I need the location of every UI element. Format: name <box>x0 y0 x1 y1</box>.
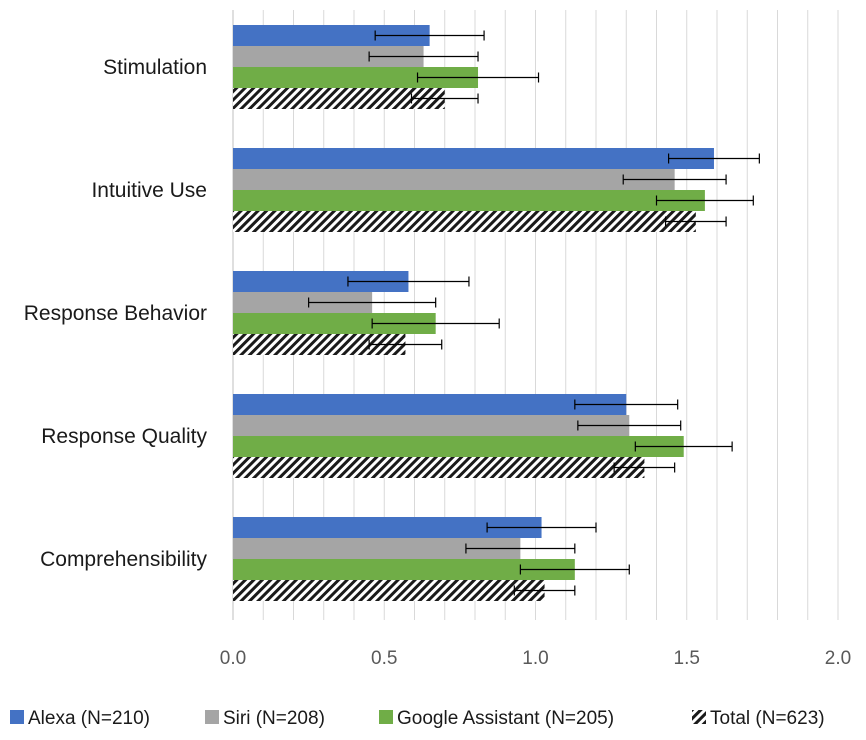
bar-siri-intuitive-use <box>233 169 675 190</box>
x-tick-label: 1.0 <box>522 648 548 669</box>
error-bar <box>634 441 733 452</box>
error-bar <box>667 153 760 164</box>
legend-item: Siri (N=208) <box>205 708 325 729</box>
error-bar <box>347 276 470 287</box>
bar-total-stimulation <box>233 88 445 109</box>
bar-alexa-intuitive-use <box>233 148 714 169</box>
error-bar <box>513 585 576 596</box>
bar-alexa-stimulation <box>233 25 430 46</box>
category-labels: Stimulation Intuitive Use Response Behavio… <box>24 56 208 571</box>
legend-swatch <box>379 710 393 724</box>
bar-alexa-response-quality <box>233 394 627 415</box>
bar-total-response-quality <box>233 457 645 478</box>
bar-google-response-quality <box>233 436 684 457</box>
error-bar <box>574 399 679 410</box>
error-bar <box>613 462 676 473</box>
error-bar <box>374 30 485 41</box>
legend-label: Siri (N=208) <box>223 708 325 729</box>
bar-total-response-behavior <box>233 334 406 355</box>
error-bar <box>416 72 540 83</box>
bar-siri-stimulation <box>233 46 424 67</box>
legend-item: Alexa (N=210) <box>10 708 150 729</box>
error-bars <box>308 30 760 596</box>
category-label: Stimulation <box>103 56 207 79</box>
category-label: Intuitive Use <box>91 179 207 202</box>
legend-label: Total (N=623) <box>710 708 825 729</box>
category-label: Response Behavior <box>24 302 207 325</box>
error-bar <box>655 195 754 206</box>
bar-total-comprehensibility <box>233 580 545 601</box>
legend-swatch <box>692 710 706 724</box>
category-label: Comprehensibility <box>40 548 207 571</box>
error-bar <box>577 420 682 431</box>
error-bar <box>308 297 437 308</box>
bar-alexa-comprehensibility <box>233 517 542 538</box>
error-bar <box>371 318 500 329</box>
error-bar <box>486 522 597 533</box>
legend-label: Alexa (N=210) <box>28 708 150 729</box>
legend-swatch <box>10 710 24 724</box>
x-tick-label: 2.0 <box>825 648 851 669</box>
category-label: Response Quality <box>41 425 207 448</box>
x-tick-label: 0.0 <box>220 648 246 669</box>
bar-alexa-response-behavior <box>233 271 409 292</box>
legend-item: Google Assistant (N=205) <box>379 708 614 729</box>
bar-google-comprehensibility <box>233 559 575 580</box>
legend-label: Google Assistant (N=205) <box>397 708 614 729</box>
x-tick-label: 1.5 <box>674 648 700 669</box>
bar-google-response-behavior <box>233 313 436 334</box>
error-bar <box>519 564 630 575</box>
legend-item: Total (N=623) <box>692 708 825 729</box>
error-bar <box>465 543 576 554</box>
legend: Alexa (N=210) Siri (N=208) Google Assistan… <box>10 708 825 729</box>
bar-total-intuitive-use <box>233 211 696 232</box>
error-bar <box>368 339 443 350</box>
bar-siri-response-behavior <box>233 292 373 313</box>
gridlines <box>232 10 839 620</box>
legend-swatch <box>205 710 219 724</box>
x-tick-label: 0.5 <box>371 648 397 669</box>
error-bar <box>410 93 479 104</box>
error-bar <box>368 51 479 62</box>
bar-siri-comprehensibility <box>233 538 521 559</box>
tick-labels: 0.0 0.5 1.0 1.5 2.0 <box>220 648 851 669</box>
bar-google-stimulation <box>233 67 479 88</box>
bar-google-intuitive-use <box>233 190 705 211</box>
error-bar <box>622 174 727 185</box>
bars <box>233 25 714 601</box>
error-bar <box>664 216 727 227</box>
bar-siri-response-quality <box>233 415 630 436</box>
